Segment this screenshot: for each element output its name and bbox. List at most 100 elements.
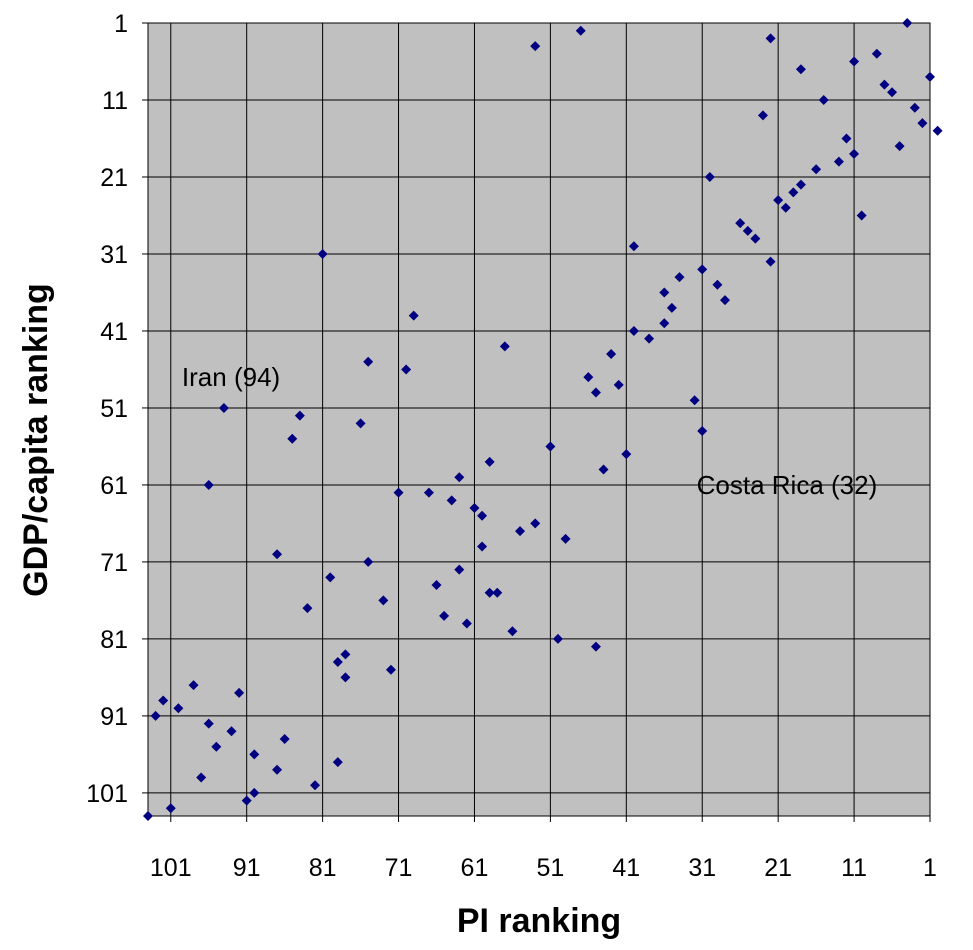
data-point	[909, 102, 920, 113]
x-tick-label: 1	[923, 854, 937, 882]
data-point	[606, 349, 617, 360]
data-point	[408, 310, 419, 321]
y-tick-label: 51	[100, 395, 128, 423]
x-tick-label: 41	[612, 854, 640, 882]
y-tick-label: 101	[86, 780, 128, 808]
data-point	[765, 33, 776, 44]
data-point	[477, 510, 488, 521]
data-point	[241, 795, 252, 806]
data-point	[203, 718, 214, 729]
data-point	[499, 341, 510, 352]
data-point	[401, 364, 412, 375]
data-point	[925, 71, 935, 82]
data-point	[165, 803, 176, 814]
data-point	[484, 587, 495, 598]
data-point	[211, 741, 222, 752]
data-point	[917, 118, 928, 129]
data-point	[143, 811, 153, 821]
data-point	[454, 472, 465, 483]
data-point	[439, 610, 450, 621]
data-point	[545, 441, 556, 452]
data-point	[757, 110, 768, 121]
data-point	[833, 156, 844, 167]
data-point	[575, 25, 586, 36]
data-point	[560, 533, 571, 544]
data-point	[272, 549, 283, 560]
x-tick-label: 61	[461, 854, 489, 882]
data-point	[340, 649, 351, 660]
data-point	[234, 687, 245, 698]
data-point	[613, 379, 624, 390]
data-point	[689, 395, 700, 406]
data-point	[788, 187, 799, 198]
tick-labels: 101 91 81 71 61 51 41 31 21 11 1111213141516171819…	[86, 10, 937, 882]
data-point	[644, 333, 655, 344]
annotation-costa-rica: Costa Rica (32)	[697, 470, 878, 500]
data-point	[385, 664, 396, 675]
data-point	[697, 426, 708, 437]
data-point	[849, 148, 860, 159]
data-point	[552, 633, 563, 644]
data-point	[515, 526, 526, 537]
data-point	[431, 580, 442, 591]
y-tick-label: 31	[100, 241, 128, 269]
data-point	[773, 195, 784, 206]
data-point	[659, 318, 670, 329]
data-point	[674, 272, 685, 283]
data-point	[294, 410, 305, 421]
data-point	[492, 587, 503, 598]
data-point	[317, 248, 328, 259]
data-point	[423, 487, 434, 498]
data-point	[871, 48, 882, 59]
data-point	[340, 672, 351, 683]
plot-area	[147, 22, 931, 817]
x-tick-label: 91	[233, 854, 261, 882]
data-point	[355, 418, 366, 429]
x-tick-label: 81	[309, 854, 337, 882]
data-point	[454, 564, 465, 575]
data-point	[188, 680, 199, 691]
x-axis-title: PI ranking	[457, 902, 621, 940]
y-tick-label: 11	[102, 87, 128, 115]
data-point	[310, 780, 321, 791]
data-point	[484, 456, 495, 467]
data-point	[446, 495, 457, 506]
data-point	[735, 218, 746, 229]
data-point	[590, 387, 601, 398]
data-point	[750, 233, 761, 244]
data-point	[249, 749, 260, 760]
data-point	[249, 787, 260, 798]
grid-lines	[142, 22, 931, 822]
data-point	[795, 179, 806, 190]
data-point	[742, 225, 753, 236]
data-point	[818, 94, 829, 105]
data-point	[795, 64, 806, 75]
data-point	[530, 41, 541, 52]
x-tick-label: 31	[688, 854, 716, 882]
data-point	[363, 356, 374, 367]
data-point	[530, 518, 541, 529]
data-point	[332, 757, 343, 768]
data-point	[158, 695, 169, 706]
data-point	[218, 402, 229, 413]
data-point	[393, 487, 404, 498]
data-point	[902, 18, 913, 28]
data-point	[628, 325, 639, 336]
annotation-iran: Iran (94)	[182, 362, 280, 392]
data-point	[712, 279, 723, 290]
y-tick-label: 81	[100, 626, 128, 654]
data-point	[849, 56, 860, 67]
data-point	[461, 618, 472, 629]
data-point	[598, 464, 609, 475]
data-point	[856, 210, 867, 221]
x-tick-label: 21	[764, 854, 792, 882]
annotations: Iran (94) Costa Rica (32)	[182, 362, 877, 500]
x-tick-label: 11	[841, 854, 867, 882]
y-axis-title: GDP/capita ranking	[17, 283, 55, 597]
data-point	[332, 657, 343, 668]
data-points	[143, 18, 943, 821]
y-tick-label: 71	[100, 549, 128, 577]
data-point	[621, 449, 632, 460]
x-tick-label: 71	[385, 854, 413, 882]
data-point	[666, 302, 677, 313]
